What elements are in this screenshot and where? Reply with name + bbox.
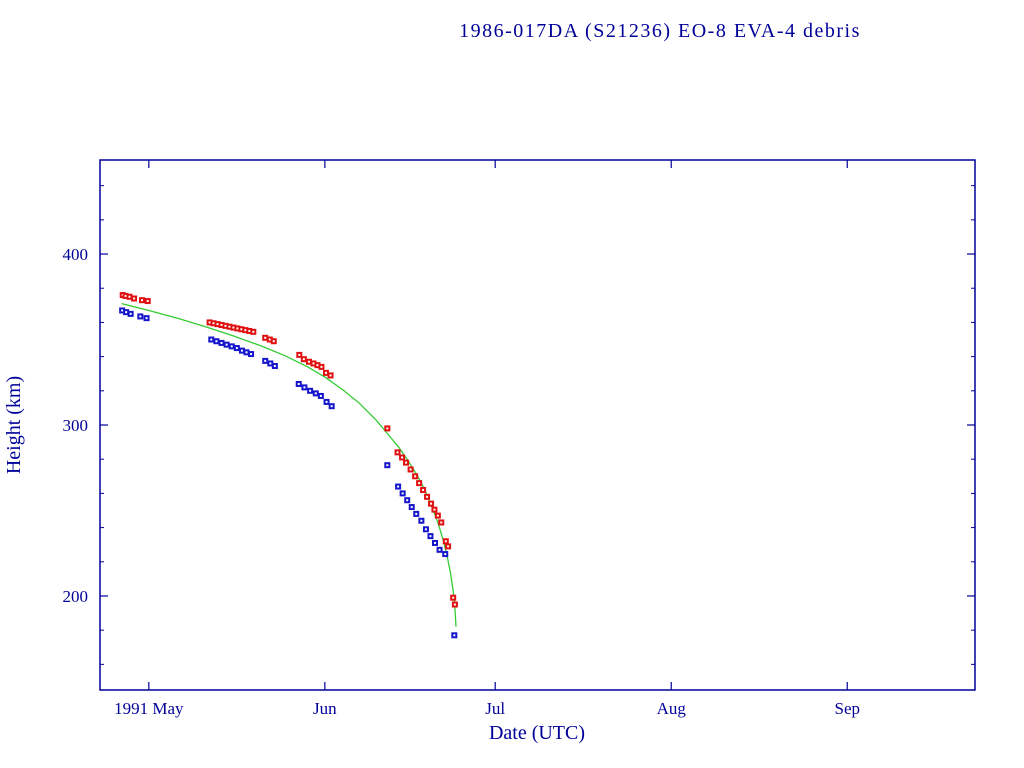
marker-center [244,329,247,332]
marker-center [424,528,427,531]
marker-center [228,325,231,328]
marker-center [314,392,317,395]
marker-center [325,400,328,403]
marker-center [210,338,213,341]
marker-center [269,362,272,365]
marker-center [418,482,421,485]
marker-center [405,461,408,464]
marker-center [125,311,128,314]
marker-center [386,464,389,467]
marker-center [208,321,211,324]
marker-center [444,540,447,543]
marker-center [401,492,404,495]
marker-center [216,323,219,326]
marker-center [212,322,215,325]
marker-center [272,340,275,343]
marker-center [297,382,300,385]
marker-center [303,386,306,389]
marker-center [309,389,312,392]
x-tick-label: 1991 May [114,699,184,718]
marker-center [312,362,315,365]
marker-center [245,351,248,354]
marker-center [433,508,436,511]
marker-center [397,485,400,488]
marker-center [409,468,412,471]
marker-center [220,323,223,326]
marker-center [273,365,276,368]
marker-center [316,364,319,367]
marker-center [230,345,233,348]
marker-center [414,475,417,478]
y-tick-label: 200 [63,587,89,606]
marker-center [302,358,305,361]
marker-center [128,295,131,298]
marker-center [139,315,142,318]
x-axis-label: Date (UTC) [489,722,585,744]
marker-center [452,596,455,599]
marker-center [240,349,243,352]
y-tick-label: 300 [63,416,89,435]
marker-center [320,365,323,368]
y-tick-label: 400 [63,245,89,264]
marker-center [453,603,456,606]
marker-center [429,535,432,538]
marker-center [410,506,413,509]
marker-center [236,327,239,330]
marker-center [145,317,148,320]
marker-center [235,347,238,350]
marker-center [420,519,423,522]
marker-center [250,353,253,356]
marker-center [329,374,332,377]
x-tick-label: Aug [657,699,687,718]
marker-center [307,360,310,363]
marker-center [248,329,251,332]
plot-frame [99,159,976,691]
marker-center [319,394,322,397]
marker-center [396,451,399,454]
chart-title: 1986-017DA (S21236) EO-8 EVA-4 debris [459,20,861,42]
marker-center [415,512,418,515]
marker-center [422,488,425,491]
marker-center [436,514,439,517]
marker-center [240,328,243,331]
marker-center [298,353,301,356]
marker-center [225,343,228,346]
x-tick-label: Jun [313,699,337,718]
marker-center [440,521,443,524]
x-tick-label: Jul [485,699,505,718]
marker-center [447,545,450,548]
marker-center [401,456,404,459]
plot-area: 1991 May Jun Jul Aug Sep 200 300 400 [63,159,976,718]
marker-center [215,340,218,343]
marker-center [444,553,447,556]
marker-center [453,634,456,637]
marker-center [252,330,255,333]
y-axis-label: Height (km) [3,376,25,474]
marker-center [430,502,433,505]
marker-center [224,324,227,327]
marker-center [268,338,271,341]
marker-center [146,300,149,303]
marker-center [124,294,127,297]
marker-center [232,326,235,329]
marker-center [129,312,132,315]
marker-center [220,341,223,344]
marker-center [264,336,267,339]
marker-center [133,297,136,300]
marker-center [264,359,267,362]
marker-center [426,495,429,498]
marker-center [141,299,144,302]
x-tick-label: Sep [834,699,860,718]
marker-center [406,499,409,502]
marker-center [438,548,441,551]
marker-center [434,541,437,544]
marker-center [386,427,389,430]
marker-center [324,371,327,374]
marker-center [121,309,124,312]
marker-center [330,405,333,408]
